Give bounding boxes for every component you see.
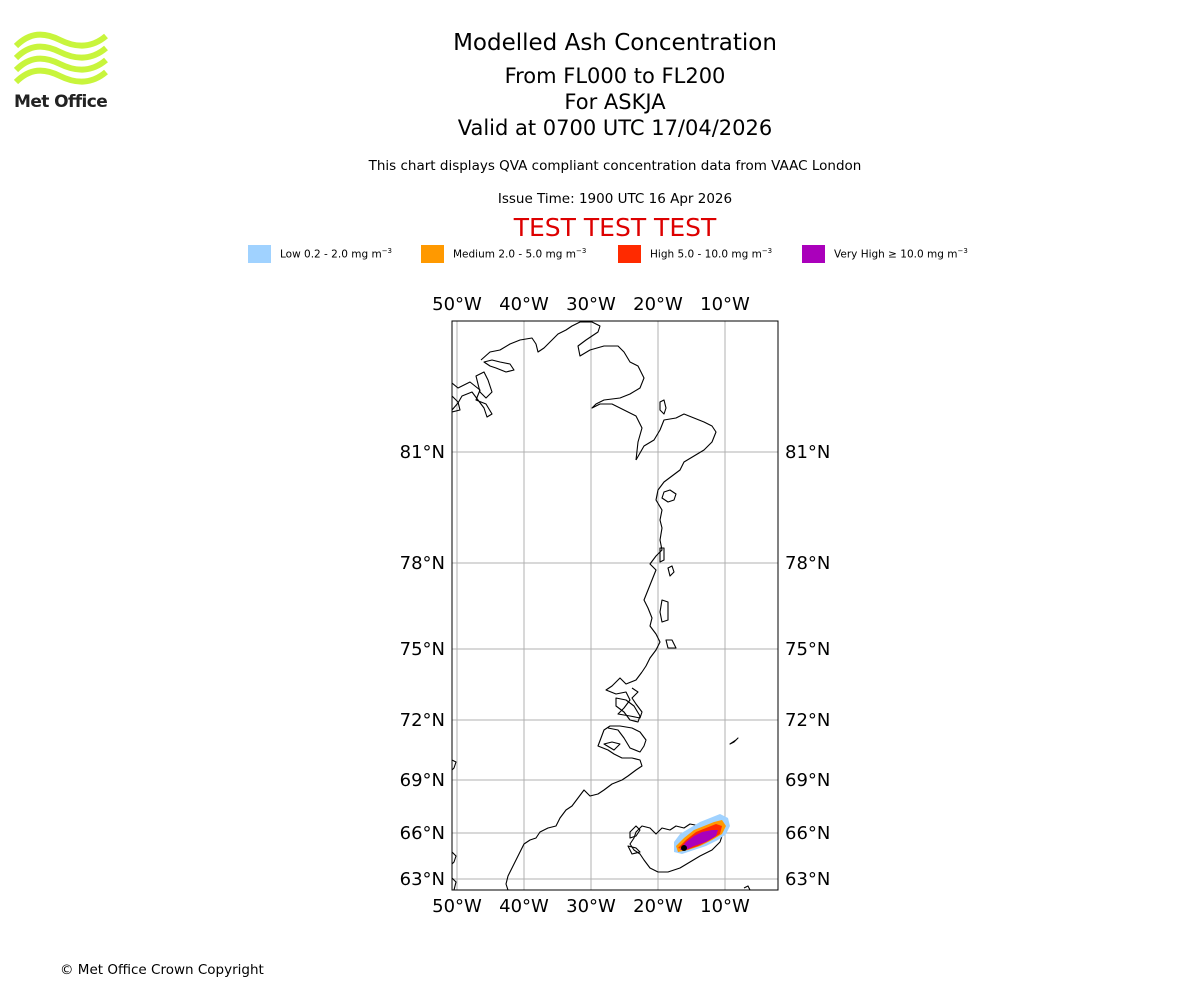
legend-swatch-medium	[421, 245, 444, 263]
greenland-inlet-3	[452, 395, 461, 413]
lat-label-left-81n: 81°N	[400, 442, 445, 463]
lon-label-bottom-40w: 40°W	[499, 896, 549, 917]
greenland-island-3	[659, 547, 665, 563]
lon-label-top-30w: 30°W	[566, 294, 616, 315]
ash-plume	[674, 814, 730, 854]
greenland-island-6	[665, 639, 677, 649]
lon-label-bottom-20w: 20°W	[633, 896, 683, 917]
greenland-island-1	[659, 399, 667, 415]
greenland-inlet-1	[483, 359, 515, 373]
greenland-island-5	[659, 599, 669, 623]
greenland-east-coast	[605, 671, 643, 719]
flight-level-range: From FL000 to FL200	[504, 64, 726, 88]
lat-label-left-63n: 63°N	[400, 869, 445, 890]
legend-item-medium: Medium 2.0 - 5.0 mg m−3	[421, 244, 586, 264]
lat-label-right-72n: 72°N	[785, 710, 830, 731]
volcano-marker-icon	[681, 845, 687, 851]
left-edge-coast-3	[452, 877, 457, 890]
met-office-logo-icon	[14, 31, 108, 85]
test-banner: TEST TEST TEST	[513, 213, 717, 242]
legend-label-medium: Medium 2.0 - 5.0 mg m−3	[453, 247, 587, 261]
met-office-logo-text: Met Office	[14, 92, 108, 112]
lon-label-bottom-50w: 50°W	[432, 896, 482, 917]
legend-item-low: Low 0.2 - 2.0 mg m−3	[248, 244, 392, 264]
greenland-north-coast	[452, 381, 493, 418]
ash-plume-very-high	[680, 830, 718, 850]
greenland-inlet-2	[475, 371, 493, 399]
lat-label-right-69n: 69°N	[785, 770, 830, 791]
iceland-coast	[629, 823, 723, 873]
lat-label-right-78n: 78°N	[785, 553, 830, 574]
greenland-north-fjord	[480, 321, 645, 461]
legend-swatch-very-high	[802, 245, 825, 263]
lat-label-right-66n: 66°N	[785, 823, 830, 844]
lat-label-left-75n: 75°N	[400, 639, 445, 660]
copyright-notice: © Met Office Crown Copyright	[60, 962, 264, 978]
left-edge-coast-1	[452, 759, 457, 771]
greenland-scoresby	[615, 697, 641, 723]
legend-label-very-high: Very High ≥ 10.0 mg m−3	[834, 247, 968, 261]
greenland-southeast-coast	[505, 725, 647, 890]
lat-label-left-69n: 69°N	[400, 770, 445, 791]
legend-swatch-low	[248, 245, 271, 263]
east-greenland-island	[603, 741, 621, 751]
lon-label-bottom-10w: 10°W	[700, 896, 750, 917]
coastlines	[452, 321, 751, 890]
lat-label-right-81n: 81°N	[785, 442, 830, 463]
legend-label-low: Low 0.2 - 2.0 mg m−3	[280, 247, 393, 261]
left-edge-coast-2	[452, 851, 457, 865]
lat-label-left-72n: 72°N	[400, 710, 445, 731]
legend-item-very-high: Very High ≥ 10.0 mg m−3	[802, 244, 968, 264]
bottom-edge-coast	[743, 885, 751, 890]
lat-label-right-63n: 63°N	[785, 869, 830, 890]
map-frame	[451, 320, 779, 891]
chart-description: This chart displays QVA compliant concen…	[368, 158, 862, 174]
legend-swatch-high	[618, 245, 641, 263]
lon-label-top-40w: 40°W	[499, 294, 549, 315]
chart-title: Modelled Ash Concentration	[453, 30, 777, 56]
greenland-ne-coast	[635, 413, 717, 673]
issue-time: Issue Time: 1900 UTC 16 Apr 2026	[497, 191, 733, 207]
legend-item-high: High 5.0 - 10.0 mg m−3	[618, 244, 772, 264]
volcano-name: For ASKJA	[564, 90, 666, 114]
lon-label-top-50w: 50°W	[432, 294, 482, 315]
iceland-westfjords	[629, 825, 641, 839]
iceland-snaefellsnes	[627, 845, 641, 855]
greenland-island-2	[661, 489, 677, 503]
longitude-gridlines	[456, 321, 726, 890]
lat-label-left-78n: 78°N	[400, 553, 445, 574]
lon-label-top-20w: 20°W	[633, 294, 683, 315]
greenland-island-4	[667, 565, 675, 577]
valid-time: Valid at 0700 UTC 17/04/2026	[457, 116, 773, 140]
lat-label-right-75n: 75°N	[785, 639, 830, 660]
lat-label-left-66n: 66°N	[400, 823, 445, 844]
lon-label-top-10w: 10°W	[700, 294, 750, 315]
legend-label-high: High 5.0 - 10.0 mg m−3	[650, 247, 773, 261]
latitude-gridlines	[452, 451, 778, 880]
lon-label-bottom-30w: 30°W	[566, 896, 616, 917]
jan-mayen	[729, 737, 739, 745]
